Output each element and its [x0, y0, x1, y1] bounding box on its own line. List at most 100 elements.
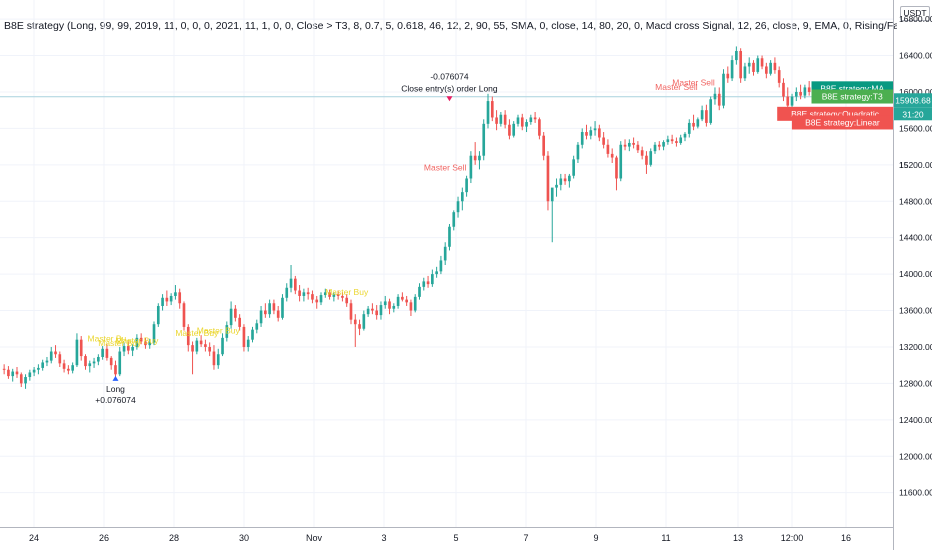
candle-body: [122, 346, 126, 352]
candle: [516, 114, 520, 127]
candle: [37, 364, 40, 375]
candle: [687, 119, 691, 138]
candle: [182, 301, 186, 331]
candle: [572, 155, 575, 179]
candle: [756, 55, 760, 74]
trade-label: Long: [106, 384, 125, 394]
candle-body: [84, 356, 87, 367]
candle: [259, 305, 263, 327]
candle: [216, 348, 220, 369]
candle-body: [799, 91, 802, 96]
candle: [807, 81, 811, 96]
candle-body: [353, 319, 357, 325]
candle: [169, 293, 173, 306]
candle-body: [251, 329, 254, 340]
candle-body: [221, 337, 224, 355]
trade-arrow-icon: [446, 96, 453, 102]
candle-body: [559, 178, 563, 185]
candle: [726, 66, 730, 83]
candle-body: [392, 305, 396, 309]
candle: [67, 365, 70, 375]
current-price-label: 15908.68 31:20: [894, 93, 932, 121]
candle-body: [730, 60, 734, 79]
strategy-title[interactable]: B8E strategy (Long, 99, 99, 2019, 11, 0,…: [4, 20, 897, 32]
x-tick-label: 9: [593, 533, 598, 543]
trade-marker: -0.076074 Close entry(s) order Long: [401, 71, 498, 102]
candle: [478, 151, 481, 170]
candle: [439, 255, 443, 275]
candle: [349, 299, 353, 325]
candle: [41, 359, 45, 371]
candle: [319, 292, 323, 306]
candle-body: [675, 141, 678, 143]
candle-body: [649, 151, 653, 165]
candle-body: [255, 323, 259, 330]
candle-body: [276, 310, 280, 318]
candle: [156, 303, 160, 327]
candle-body: [786, 96, 790, 106]
candle-body: [139, 337, 143, 342]
currency-label[interactable]: USDT: [900, 6, 930, 21]
candle: [7, 366, 10, 379]
candle-body: [156, 305, 160, 325]
candle-body: [555, 184, 558, 188]
candle: [713, 87, 717, 105]
y-tick-label: 12400.00: [899, 415, 932, 425]
candle-body: [105, 348, 109, 358]
candle-body: [752, 62, 755, 72]
candle: [709, 96, 713, 125]
candle-body: [242, 326, 246, 347]
candle: [435, 266, 438, 278]
candle-body: [803, 87, 807, 96]
candle-body: [452, 212, 456, 227]
candle: [422, 277, 426, 291]
candle: [139, 333, 143, 345]
candle-body: [627, 142, 631, 147]
strategy-label-bg: [791, 115, 893, 130]
candle: [54, 345, 57, 358]
candle: [375, 305, 379, 320]
candle-body: [542, 135, 546, 156]
candle-body: [358, 324, 361, 329]
candle: [114, 360, 117, 379]
candle-body: [576, 144, 580, 160]
candle: [264, 303, 267, 318]
candle-body: [473, 155, 477, 161]
candle-body: [568, 175, 571, 182]
strategy-label-text: B8E strategy:Linear: [805, 117, 880, 127]
candle-body: [349, 303, 353, 320]
candle: [229, 301, 233, 329]
candle-body: [418, 286, 421, 297]
candle: [148, 338, 152, 349]
candle: [332, 292, 336, 302]
candle: [542, 132, 546, 161]
candle: [105, 344, 109, 361]
candle: [191, 341, 194, 375]
candle: [696, 117, 700, 129]
candle-body: [234, 308, 237, 318]
candle: [606, 139, 610, 158]
candle-body: [229, 308, 233, 326]
candle: [306, 287, 310, 300]
candle-body: [765, 66, 768, 74]
candle: [268, 299, 271, 318]
x-tick-label: 16: [841, 533, 851, 543]
candle: [79, 336, 83, 361]
trade-label: +0.076074: [95, 395, 136, 405]
candle-body: [186, 326, 190, 346]
candle-body: [195, 340, 199, 352]
candle: [2, 364, 6, 375]
candle: [777, 66, 781, 88]
candle-body: [371, 308, 374, 311]
candle-body: [62, 363, 66, 369]
candle: [503, 110, 507, 129]
candle-body: [610, 153, 614, 158]
candle-body: [264, 310, 267, 315]
candle: [225, 321, 229, 342]
candle: [568, 173, 571, 188]
candle: [490, 96, 494, 122]
candle: [328, 289, 331, 300]
candle-body: [572, 159, 575, 176]
